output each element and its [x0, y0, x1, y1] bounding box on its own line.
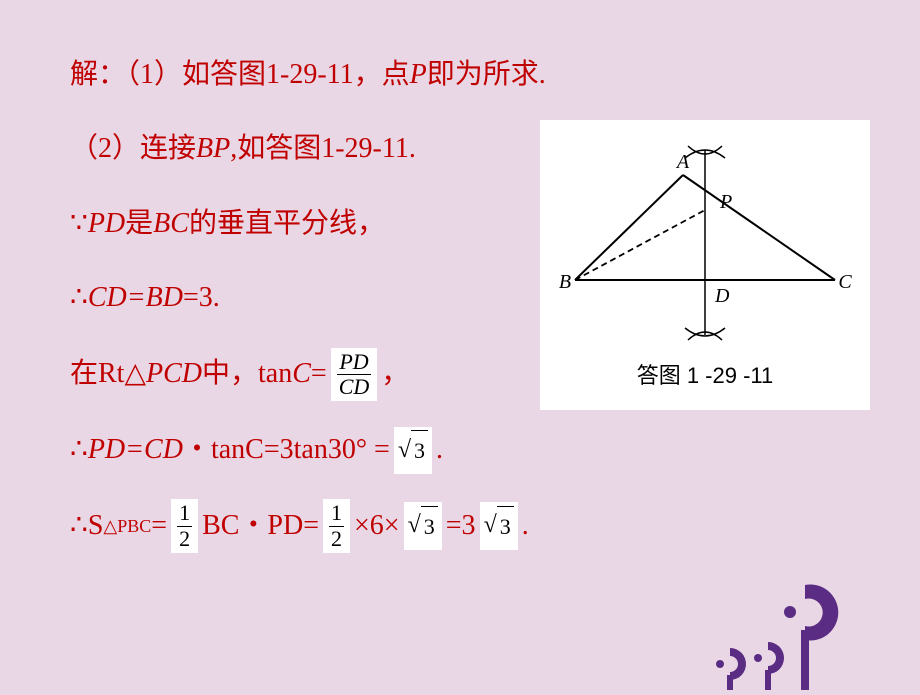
- line2-prefix: （2）连接: [70, 124, 196, 174]
- sqrt-symbol: √: [398, 429, 411, 472]
- line6-dot: ・tanC=3tan30° =: [183, 425, 390, 475]
- line2-var: BP: [196, 124, 230, 174]
- therefore-symbol: ∴: [70, 273, 88, 323]
- line7-mid1: BC・PD=: [202, 501, 319, 551]
- sqrt-3: √ 3: [394, 427, 432, 474]
- line3-var1: PD: [88, 199, 125, 249]
- sqrt-content: 3: [497, 506, 514, 547]
- line-6: ∴ PD=CD ・tanC=3tan30° = √ 3 .: [70, 425, 850, 475]
- line-7: ∴S △PBC = 1 2 BC・PD= 1 2 ×6× √ 3 =3 √ 3 …: [70, 499, 850, 552]
- line3-mid1: 是: [125, 199, 153, 249]
- line3-var2: BC: [153, 199, 189, 249]
- line6-suffix: .: [436, 425, 443, 475]
- frac-den: 2: [177, 527, 192, 551]
- line4-var1: CD=BD: [88, 273, 183, 323]
- sqrt-content: 3: [421, 506, 438, 547]
- sqrt-symbol: √: [408, 504, 421, 547]
- line6-var1: PD=CD: [88, 425, 183, 475]
- sqrt-3: √ 3: [404, 502, 442, 549]
- line5-var2: C: [292, 349, 311, 399]
- line5-suffix: ，: [381, 349, 409, 399]
- sqrt-3: √ 3: [480, 502, 518, 549]
- decorative-flourish: [660, 570, 860, 690]
- line7-mid3: =3: [446, 501, 476, 551]
- frac-num: 1: [329, 501, 344, 526]
- line5-mid1: 中，tan: [202, 349, 292, 399]
- line5-prefix: 在Rt△: [70, 349, 146, 399]
- triangle-svg: A B C D P: [555, 140, 855, 350]
- label-D: D: [714, 285, 730, 307]
- line-1: 解：（1）如答图1-29-11，点 P 即为所求.: [70, 50, 850, 100]
- therefore-symbol: ∴S: [70, 501, 103, 551]
- sqrt-symbol: √: [484, 504, 497, 547]
- fraction-half-2: 1 2: [323, 499, 350, 552]
- fraction-half-1: 1 2: [171, 499, 198, 552]
- frac-num: 1: [177, 501, 192, 526]
- therefore-symbol: ∴: [70, 425, 88, 475]
- line7-sub: △PBC: [103, 510, 151, 542]
- diagram-caption: 答图 1 -29 -11: [637, 358, 774, 390]
- because-symbol: ∵: [70, 199, 88, 249]
- label-A: A: [675, 151, 690, 173]
- label-C: C: [838, 271, 852, 293]
- frac-num: PD: [337, 350, 370, 375]
- line1-var: P: [410, 50, 427, 100]
- line1-prefix: 解：（1）如答图1-29-11，点: [70, 50, 410, 100]
- geometry-diagram: A B C D P 答图 1 -29 -11: [540, 120, 870, 410]
- line7-mid2: ×6×: [354, 501, 400, 551]
- line7-eq1: =: [151, 501, 167, 551]
- line4-suffix: =3.: [183, 273, 220, 323]
- label-P: P: [719, 191, 732, 213]
- line3-suffix: 的垂直平分线，: [189, 199, 385, 249]
- line5-eq: =: [311, 349, 327, 399]
- frac-den: 2: [329, 527, 344, 551]
- label-B: B: [559, 271, 571, 293]
- line7-suffix: .: [522, 501, 529, 551]
- line2-mid: ,如答图1-29-11.: [230, 124, 416, 174]
- line5-var1: PCD: [146, 349, 202, 399]
- line1-suffix: 即为所求.: [427, 50, 546, 100]
- frac-den: CD: [337, 375, 372, 399]
- sqrt-content: 3: [411, 430, 428, 471]
- fraction-pd-cd: PD CD: [331, 348, 378, 401]
